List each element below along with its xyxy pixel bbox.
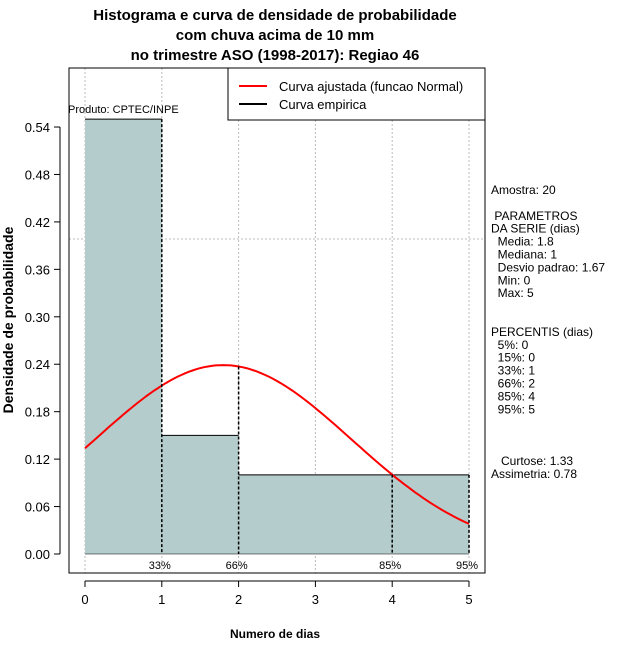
stats-line: Assimetria: 0.78: [491, 467, 577, 481]
stats-line: 15%: 0: [491, 351, 535, 365]
y-tick-label: 0.18: [25, 405, 50, 420]
stats-line: 95%: 5: [491, 402, 535, 416]
y-tick-label: 0.00: [25, 547, 50, 562]
x-tick-label: 1: [158, 592, 165, 607]
y-tick-label: 0.24: [25, 357, 50, 372]
percentile-label: 33%: [149, 560, 171, 572]
y-tick-label: 0.30: [25, 310, 50, 325]
normal-fit-curve: [84, 364, 470, 525]
histogram-bar: [85, 119, 162, 555]
histogram-bar: [238, 474, 469, 554]
x-tick-label: 3: [312, 592, 319, 607]
legend-box: [227, 67, 486, 121]
percentile-label: 66%: [226, 560, 248, 572]
stats-line: Min: 0: [491, 273, 531, 287]
histogram-bar: [161, 435, 239, 554]
percentile-label: 85%: [379, 560, 401, 572]
y-tick-label: 0.42: [25, 215, 50, 230]
y-axis-label: Densidade de probabilidade: [0, 226, 16, 413]
stats-line: Media: 1.8: [491, 235, 554, 249]
x-tick-label: 5: [465, 592, 472, 607]
percentile-label: 95%: [456, 560, 478, 572]
stats-line: DA SERIE (dias): [491, 222, 580, 236]
stats-line: Amostra: 20: [491, 183, 556, 197]
x-axis-label: Numero de dias: [230, 627, 320, 641]
y-tick-label: 0.36: [25, 262, 50, 277]
stats-line: PARAMETROS: [491, 209, 577, 223]
x-tick-label: 4: [389, 592, 396, 607]
product-annotation: Produto: CPTEC/INPE: [68, 104, 179, 116]
stats-line: 85%: 4: [491, 389, 535, 403]
chart-title-line: com chuva acima de 10 mm: [176, 27, 374, 44]
stats-line: PERCENTIS (dias): [491, 325, 593, 339]
y-tick-label: 0.48: [25, 167, 50, 182]
x-tick-label: 2: [235, 592, 242, 607]
legend-label: Curva empirica: [279, 97, 367, 112]
stats-line: Desvio padrao: 1.67: [491, 260, 605, 274]
legend-label: Curva ajustada (funcao Normal): [279, 79, 463, 94]
stats-line: Max: 5: [491, 286, 534, 300]
x-tick-label: 0: [81, 592, 88, 607]
y-tick-label: 0.54: [25, 120, 50, 135]
stats-line: 66%: 2: [491, 377, 535, 391]
stats-line: Curtose: 1.33: [491, 454, 573, 468]
stats-line: 33%: 1: [491, 364, 535, 378]
chart-title-line: no trimestre ASO (1998-2017): Regiao 46: [131, 47, 420, 64]
y-tick-label: 0.12: [25, 452, 50, 467]
stats-line: Mediana: 1: [491, 248, 557, 262]
y-tick-label: 0.06: [25, 500, 50, 515]
stats-line: 5%: 0: [491, 338, 529, 352]
chart-title-line: Histograma e curva de densidade de proba…: [93, 7, 456, 24]
